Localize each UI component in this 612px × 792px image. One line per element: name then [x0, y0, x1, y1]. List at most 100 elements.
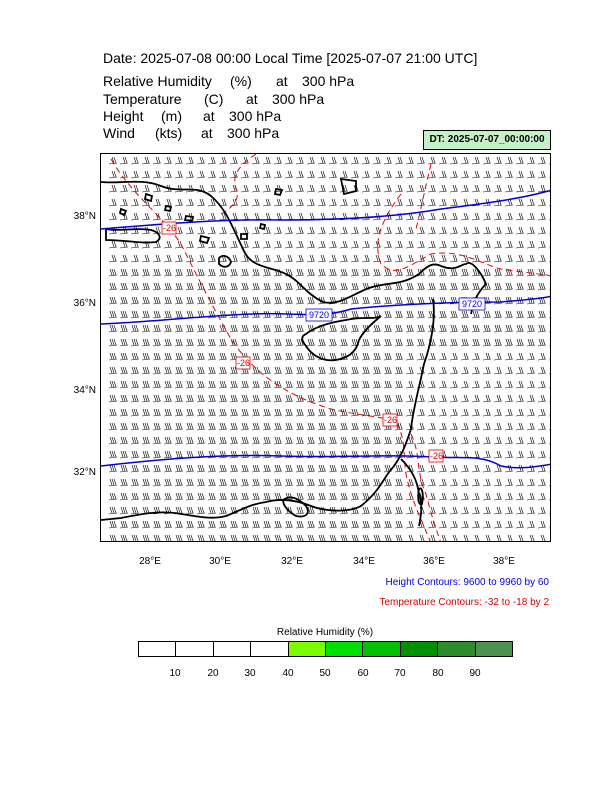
wind-barb [240, 282, 250, 291]
wind-barb [372, 506, 382, 515]
wind-barb [427, 212, 437, 221]
wind-barb [306, 170, 316, 179]
wind-barb [515, 436, 525, 445]
wind-barb [185, 226, 195, 235]
wind-barb [295, 268, 305, 277]
wind-barb [152, 310, 162, 319]
wind-barb [526, 212, 536, 221]
wind-barb [240, 408, 250, 417]
wind-barb [240, 268, 250, 277]
wind-barb [482, 492, 492, 501]
wind-barb [449, 464, 459, 473]
wind-barb [152, 492, 162, 501]
wind-barb [196, 324, 206, 333]
lon-label: 32°E [281, 556, 303, 567]
wind-barb [427, 506, 437, 515]
wind-barb [152, 296, 162, 305]
wind-barb [174, 268, 184, 277]
wind-barb [141, 170, 151, 179]
map-canvas: 9720 9720 -26 -26 -26 -26 [101, 154, 550, 541]
wind-barb [383, 352, 393, 361]
contour-label-box [235, 356, 251, 370]
wind-barb [141, 324, 151, 333]
wind-barb [119, 464, 129, 473]
wind-barb [273, 366, 283, 375]
wind-barb [548, 233, 550, 235]
wind-barb [339, 170, 349, 179]
wind-barb [361, 436, 371, 445]
wind-barb [427, 226, 437, 235]
wind-barb [108, 422, 118, 431]
wind-barb [449, 310, 459, 319]
wind-barb [537, 310, 547, 319]
colorbar-label: 60 [357, 668, 369, 679]
wind-barb [548, 297, 550, 305]
wind-barb [394, 352, 404, 361]
wind-barb [152, 478, 162, 487]
wind-barb [526, 464, 536, 473]
wind-barb [537, 226, 547, 235]
wind-barb [526, 408, 536, 417]
wind-barb [515, 282, 525, 291]
wind-barb [196, 170, 206, 179]
wind-barb [120, 534, 128, 541]
wind-barb [526, 254, 536, 263]
wind-barb [328, 338, 338, 347]
wind-barb [196, 296, 206, 305]
wind-barb [350, 324, 360, 333]
wind-barb [108, 282, 118, 291]
wind-barb [185, 156, 195, 165]
wind-barb [361, 268, 371, 277]
coastline-cyprus [301, 315, 382, 362]
wind-barb [504, 156, 514, 165]
wind-barb [339, 478, 349, 487]
wind-barb [240, 506, 250, 515]
wind-barb [108, 212, 118, 221]
wind-barb [482, 296, 492, 305]
wind-barb [427, 422, 437, 431]
wind-barb [130, 296, 140, 305]
wind-barb [141, 366, 151, 375]
wind-barb [119, 408, 129, 417]
wind-barb [372, 366, 382, 375]
wind-barb [449, 184, 459, 193]
wind-barb [207, 184, 217, 193]
temperature-contours [110, 154, 550, 541]
wind-barb [152, 198, 162, 207]
wind-barb [408, 534, 414, 541]
colorbar-bin [363, 642, 401, 656]
wind-barb [273, 436, 283, 445]
wind-barb [262, 282, 272, 291]
wind-barb [540, 534, 546, 541]
wind-barb [405, 380, 415, 389]
contour-label-box [305, 308, 333, 322]
colorbar-label: 90 [469, 668, 481, 679]
wind-barb [515, 268, 525, 277]
wind-barb [174, 366, 184, 375]
wind-barb [284, 282, 294, 291]
colorbar-bin [251, 642, 289, 656]
wind-barb [284, 520, 294, 529]
wind-barb [460, 310, 470, 319]
wind-barb [240, 464, 250, 473]
wind-barb [119, 436, 129, 445]
wind-barb [482, 212, 492, 221]
wind-barb [537, 212, 547, 221]
wind-barb [460, 268, 470, 277]
wind-barb [262, 184, 272, 193]
wind-barb [515, 226, 525, 235]
wind-barb [207, 324, 217, 333]
wind-barb [504, 394, 514, 403]
field-line-rh: Relative Humidity (%) at 300 hPa [103, 73, 354, 89]
wind-barb [438, 170, 448, 179]
wind-barb [262, 212, 272, 221]
wind-barb [196, 464, 206, 473]
wind-barb [328, 170, 338, 179]
wind-barb [416, 408, 426, 417]
wind-barb [262, 352, 272, 361]
wind-barb [362, 534, 370, 541]
wind-barb [471, 436, 481, 445]
wind-barb [218, 338, 228, 347]
wind-barb [416, 324, 426, 333]
wind-barb [350, 156, 360, 165]
